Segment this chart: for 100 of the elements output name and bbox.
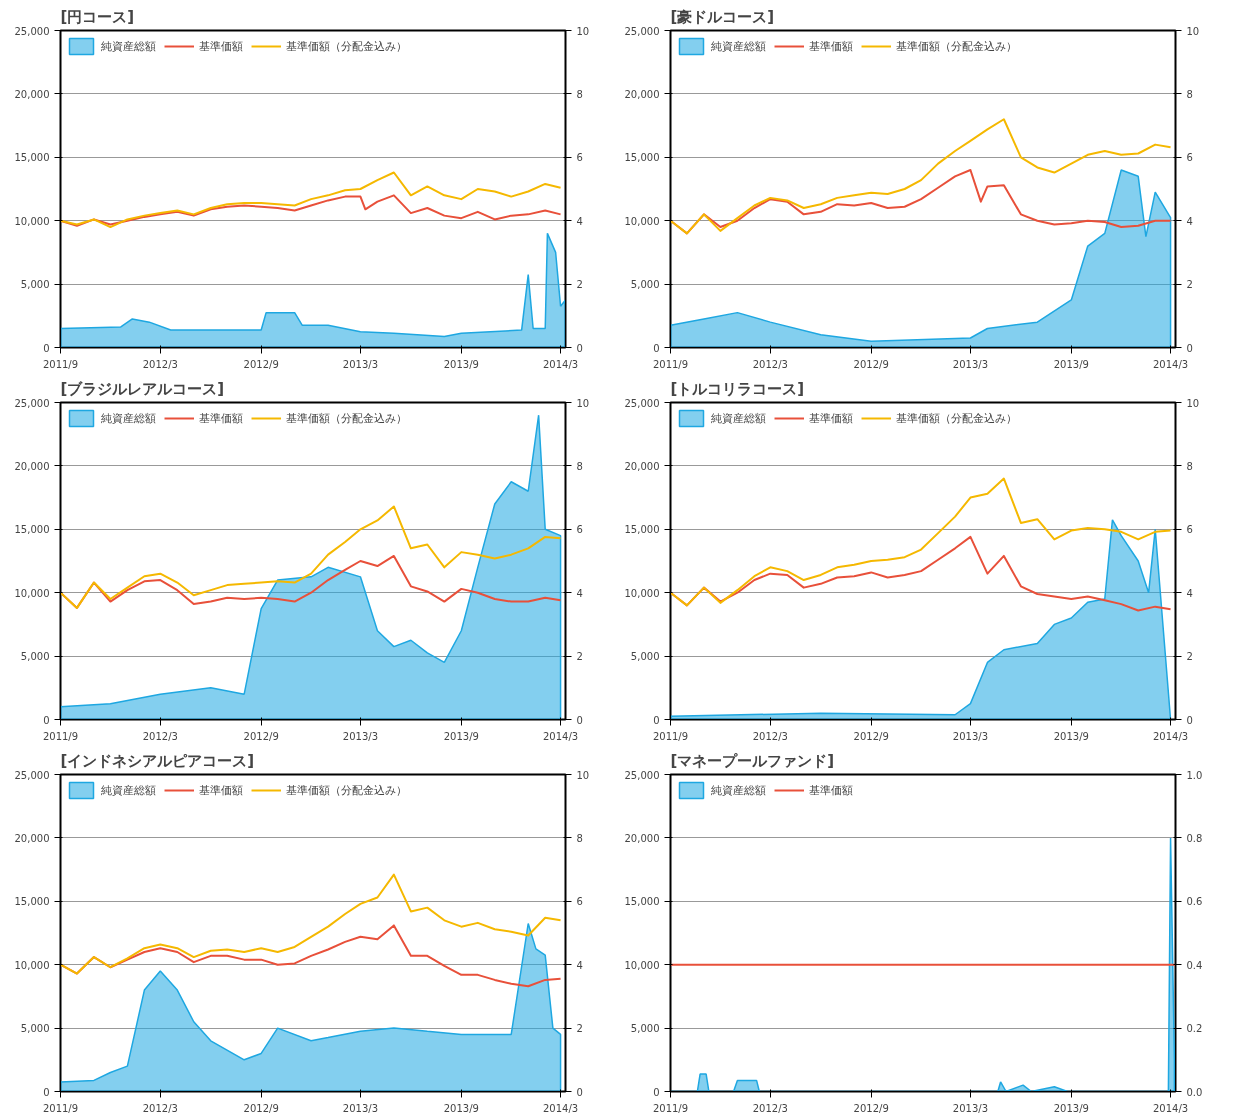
y-tick-label: 5,000 <box>20 1023 50 1035</box>
y2-tick-label: 2 <box>1186 279 1193 291</box>
legend-label: 純資産総額 <box>711 782 766 798</box>
x-tick-label: 2012/3 <box>142 358 178 370</box>
legend-label: 純資産総額 <box>101 782 156 798</box>
y2-tick-label: 8 <box>576 832 583 844</box>
x-tick-label: 2012/3 <box>752 358 788 370</box>
y-tick-label: 5,000 <box>630 651 660 663</box>
y2-tick-label: 4 <box>576 587 583 599</box>
y2-tick-label: 0.2 <box>1186 1023 1203 1035</box>
y2-tick-label: 6 <box>576 896 583 908</box>
x-tick-label: 2012/9 <box>243 730 279 742</box>
x-tick-label: 2011/9 <box>42 730 79 742</box>
y2-tick-label: 10 <box>1186 397 1200 409</box>
x-tick-label: 2012/3 <box>142 730 178 742</box>
x-tick-label: 2011/9 <box>42 358 79 370</box>
y-tick-label: 10,000 <box>14 959 50 971</box>
legend-label: 純資産総額 <box>101 38 156 54</box>
x-tick-label: 2011/9 <box>42 1102 79 1114</box>
y2-tick-label: 4 <box>576 215 583 227</box>
x-tick-label: 2013/3 <box>952 730 989 742</box>
y-tick-label: 5,000 <box>630 1023 660 1035</box>
legend-label: 基準価額 <box>809 782 853 798</box>
y-tick-label: 5,000 <box>630 279 660 291</box>
x-tick-label: 2012/9 <box>853 1102 889 1114</box>
x-tick-label: 2011/9 <box>652 358 689 370</box>
y2-tick-label: 10 <box>1186 25 1200 37</box>
x-tick-label: 2013/9 <box>443 730 479 742</box>
legend-label: 基準価額（分配金込み） <box>896 410 1017 426</box>
x-tick-label: 2011/9 <box>652 730 689 742</box>
x-tick-label: 2014/3 <box>1152 730 1189 742</box>
y-tick-label: 15,000 <box>14 896 50 908</box>
legend-label: 純資産総額 <box>711 410 766 426</box>
y2-tick-label: 10 <box>576 397 590 409</box>
y2-tick-label: 0.6 <box>1186 896 1203 908</box>
y2-tick-label: 0 <box>576 714 583 726</box>
y2-tick-label: 0.0 <box>1186 1086 1203 1098</box>
legend-label: 基準価額（分配金込み） <box>896 38 1017 54</box>
y-tick-label: 10,000 <box>624 959 660 971</box>
x-tick-label: 2012/3 <box>752 730 788 742</box>
y-tick-label: 10,000 <box>14 587 50 599</box>
y-tick-label: 25,000 <box>624 397 660 409</box>
x-tick-label: 2014/3 <box>542 358 579 370</box>
y2-tick-label: 2 <box>576 651 583 663</box>
chart-title: [豪ドルコース] <box>670 7 775 26</box>
x-tick-label: 2013/3 <box>342 358 379 370</box>
x-tick-label: 2011/9 <box>652 1102 689 1114</box>
legend-label: 基準価額 <box>809 410 853 426</box>
y-tick-label: 5,000 <box>20 279 50 291</box>
x-tick-label: 2012/9 <box>243 1102 279 1114</box>
y-tick-label: 10,000 <box>624 215 660 227</box>
x-tick-label: 2013/3 <box>342 1102 379 1114</box>
legend-label: 基準価額（分配金込み） <box>286 410 407 426</box>
y-tick-label: 20,000 <box>14 88 50 100</box>
y-tick-label: 15,000 <box>624 896 660 908</box>
x-tick-label: 2013/3 <box>952 1102 989 1114</box>
y-tick-label: 10,000 <box>624 587 660 599</box>
x-tick-label: 2013/9 <box>1053 1102 1089 1114</box>
chart-title: [トルコリラコース] <box>670 379 805 398</box>
y2-tick-label: 0 <box>576 1086 583 1098</box>
y2-tick-label: 0 <box>576 342 583 354</box>
y-tick-label: 25,000 <box>624 769 660 781</box>
y2-tick-label: 10 <box>576 769 590 781</box>
x-tick-label: 2012/9 <box>243 358 279 370</box>
y2-tick-label: 4 <box>1186 587 1193 599</box>
y2-tick-label: 4 <box>1186 215 1193 227</box>
x-tick-label: 2014/3 <box>542 1102 579 1114</box>
y2-tick-label: 1.0 <box>1186 769 1203 781</box>
x-tick-label: 2013/9 <box>443 1102 479 1114</box>
y-tick-label: 0 <box>653 342 660 354</box>
legend-label: 基準価額 <box>199 38 243 54</box>
y-tick-label: 0 <box>653 714 660 726</box>
y-tick-label: 0 <box>653 1086 660 1098</box>
x-tick-label: 2014/3 <box>542 730 579 742</box>
y2-tick-label: 2 <box>576 279 583 291</box>
x-tick-label: 2013/9 <box>443 358 479 370</box>
x-tick-label: 2013/9 <box>1053 730 1089 742</box>
x-tick-label: 2012/3 <box>142 1102 178 1114</box>
y-tick-label: 25,000 <box>14 25 50 37</box>
y-tick-label: 15,000 <box>624 152 660 164</box>
y2-tick-label: 0.8 <box>1186 832 1203 844</box>
x-tick-label: 2012/9 <box>853 730 889 742</box>
y-tick-label: 25,000 <box>624 25 660 37</box>
y-tick-label: 0 <box>43 1086 50 1098</box>
y-tick-label: 0 <box>43 342 50 354</box>
y-tick-label: 20,000 <box>14 832 50 844</box>
y-tick-label: 15,000 <box>14 152 50 164</box>
y2-tick-label: 4 <box>576 959 583 971</box>
legend-label: 基準価額 <box>199 410 243 426</box>
y-tick-label: 20,000 <box>624 832 660 844</box>
y2-tick-label: 8 <box>1186 88 1193 100</box>
y2-tick-label: 8 <box>576 460 583 472</box>
y2-tick-label: 6 <box>1186 152 1193 164</box>
y-tick-label: 20,000 <box>624 460 660 472</box>
y-tick-label: 20,000 <box>14 460 50 472</box>
x-tick-label: 2013/3 <box>952 358 989 370</box>
y2-tick-label: 0.4 <box>1186 959 1203 971</box>
y2-tick-label: 0 <box>1186 714 1193 726</box>
x-tick-label: 2014/3 <box>1152 358 1189 370</box>
y-tick-label: 20,000 <box>624 88 660 100</box>
